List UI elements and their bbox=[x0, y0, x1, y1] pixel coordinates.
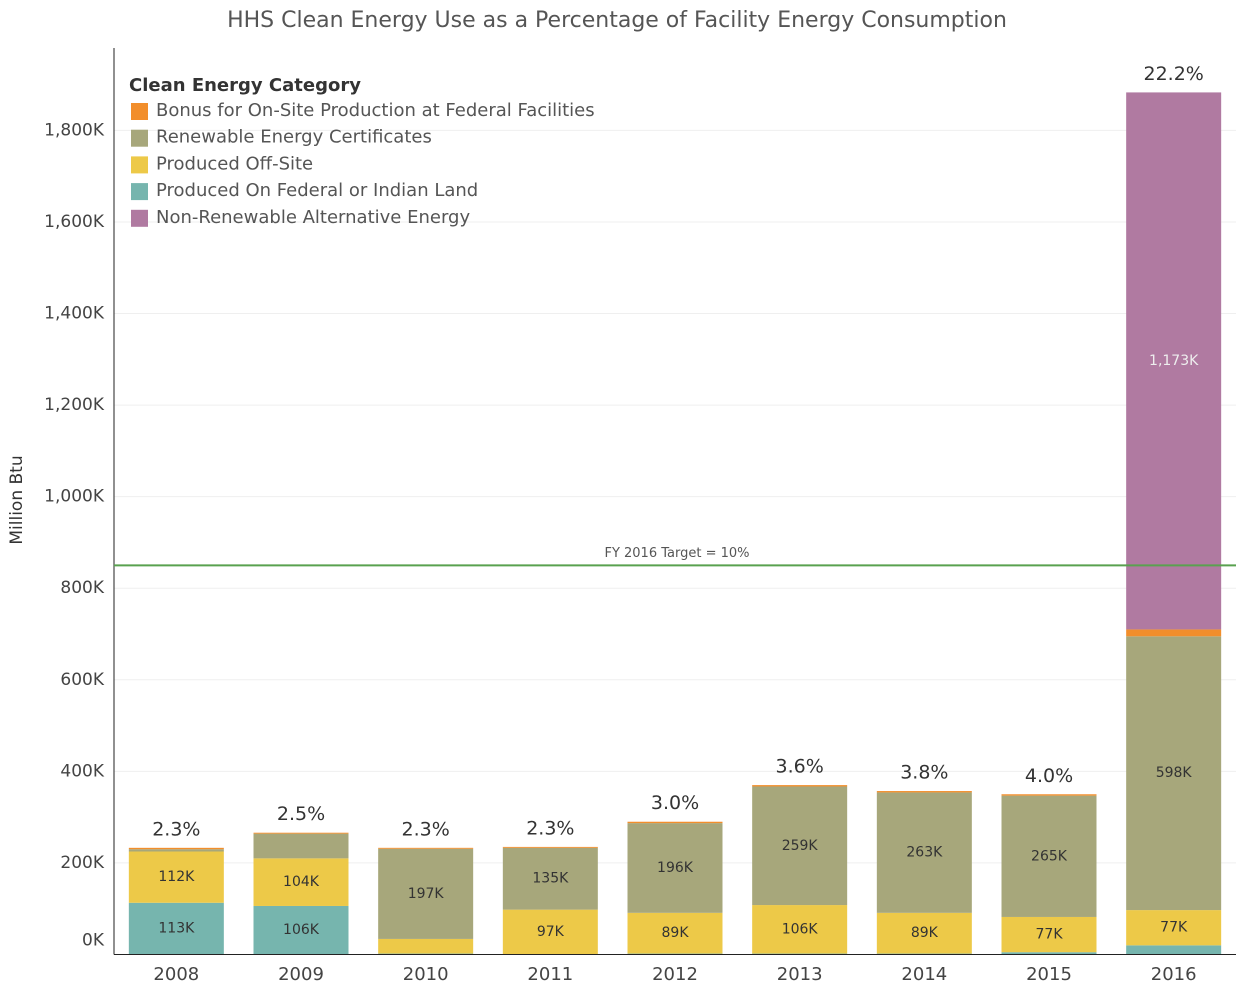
bar-segment bbox=[876, 912, 972, 954]
total-label: 4.0% bbox=[1025, 765, 1073, 787]
chart-title: HHS Clean Energy Use as a Percentage of … bbox=[227, 8, 1007, 33]
value-label: 113K bbox=[158, 921, 195, 937]
target-label: FY 2016 Target = 10% bbox=[604, 546, 749, 561]
bar-segment bbox=[1126, 910, 1222, 946]
bar-segment bbox=[752, 785, 848, 787]
bar-segment bbox=[752, 786, 848, 906]
value-label: 89K bbox=[911, 925, 939, 941]
bar-segment bbox=[1001, 916, 1097, 953]
bar-segment bbox=[378, 938, 474, 954]
value-label: 265K bbox=[1031, 848, 1068, 864]
bar-segment bbox=[128, 851, 224, 903]
bar-segment bbox=[627, 912, 723, 954]
bar-segment bbox=[1126, 629, 1222, 637]
bar-segment bbox=[627, 821, 723, 824]
y-tick-label: 1,000K bbox=[44, 487, 105, 507]
bar-segment bbox=[1001, 952, 1097, 955]
value-label: 196K bbox=[657, 860, 694, 876]
bar-segment bbox=[378, 847, 474, 849]
bar-segment bbox=[1126, 636, 1222, 911]
legend-label: Non-Renewable Alternative Energy bbox=[156, 207, 470, 228]
y-tick-label: 200K bbox=[60, 853, 104, 873]
legend-swatch bbox=[131, 129, 148, 147]
y-tick-label: 1,800K bbox=[44, 120, 105, 140]
value-label: 1,173K bbox=[1149, 353, 1199, 369]
bar-segment bbox=[752, 905, 848, 954]
x-tick-label: 2012 bbox=[652, 964, 698, 985]
legend-label: Bonus for On-Site Production at Federal … bbox=[156, 100, 595, 121]
legend-label: Produced Off-Site bbox=[156, 153, 313, 174]
legend-title: Clean Energy Category bbox=[129, 75, 361, 96]
value-label: 259K bbox=[782, 838, 819, 854]
bar-segment bbox=[502, 909, 598, 955]
bar-segment bbox=[253, 833, 349, 859]
y-tick-label: 600K bbox=[60, 670, 104, 690]
total-label: 2.3% bbox=[152, 818, 200, 840]
value-label: 106K bbox=[782, 921, 819, 937]
bar-segment bbox=[502, 846, 598, 848]
bar-segment bbox=[128, 902, 224, 955]
value-label: 89K bbox=[662, 925, 690, 941]
y-tick-label: 1,200K bbox=[44, 395, 105, 415]
bar-segment bbox=[1126, 92, 1222, 630]
total-label: 3.8% bbox=[900, 762, 948, 784]
y-tick-label: 1,600K bbox=[44, 212, 105, 232]
y-axis-label: Million Btu bbox=[7, 455, 27, 544]
value-label: 77K bbox=[1160, 920, 1188, 936]
y-tick-label: 800K bbox=[60, 578, 104, 598]
value-label: 135K bbox=[532, 871, 569, 887]
bar-segment bbox=[128, 849, 224, 852]
x-tick-label: 2010 bbox=[403, 964, 449, 985]
bar-segment bbox=[627, 823, 723, 913]
value-label: 112K bbox=[158, 869, 195, 885]
bar-segment bbox=[253, 905, 349, 955]
value-label: 97K bbox=[537, 924, 565, 940]
y-tick-label: 400K bbox=[60, 761, 104, 781]
total-label: 2.5% bbox=[277, 803, 325, 825]
bar-segment bbox=[876, 792, 972, 913]
bar-segment bbox=[128, 847, 224, 850]
legend-label: Renewable Energy Certificates bbox=[156, 127, 432, 148]
bar-segment bbox=[1126, 945, 1222, 955]
bar-segment bbox=[1001, 794, 1097, 796]
x-tick-label: 2008 bbox=[153, 964, 199, 985]
x-tick-label: 2013 bbox=[777, 964, 823, 985]
legend-swatch bbox=[131, 103, 148, 120]
value-label: 104K bbox=[283, 874, 320, 890]
legend-swatch bbox=[131, 183, 148, 201]
total-label: 22.2% bbox=[1143, 63, 1203, 85]
bar-segment bbox=[1001, 795, 1097, 917]
bar-segment bbox=[253, 832, 349, 834]
y-tick-label: 0K bbox=[82, 931, 105, 951]
x-tick-label: 2014 bbox=[901, 964, 947, 985]
bar-segment bbox=[876, 791, 972, 793]
total-label: 2.3% bbox=[402, 818, 450, 840]
legend-swatch bbox=[131, 209, 148, 227]
bar-segment bbox=[253, 858, 349, 906]
legend-swatch bbox=[131, 156, 148, 174]
bar-segment bbox=[502, 847, 598, 910]
value-label: 197K bbox=[408, 886, 445, 902]
y-tick-label: 1,400K bbox=[44, 304, 105, 324]
value-label: 598K bbox=[1156, 765, 1193, 781]
value-label: 106K bbox=[283, 922, 320, 938]
x-tick-label: 2016 bbox=[1151, 964, 1197, 985]
legend-label: Produced On Federal or Indian Land bbox=[156, 180, 478, 201]
value-label: 263K bbox=[906, 845, 943, 861]
x-tick-label: 2011 bbox=[527, 964, 573, 985]
total-label: 2.3% bbox=[526, 817, 574, 839]
x-tick-label: 2015 bbox=[1026, 964, 1072, 985]
x-tick-label: 2009 bbox=[278, 964, 324, 985]
total-label: 3.0% bbox=[651, 792, 699, 814]
value-label: 77K bbox=[1036, 927, 1064, 943]
total-label: 3.6% bbox=[776, 756, 824, 778]
bar-segment bbox=[378, 848, 474, 939]
